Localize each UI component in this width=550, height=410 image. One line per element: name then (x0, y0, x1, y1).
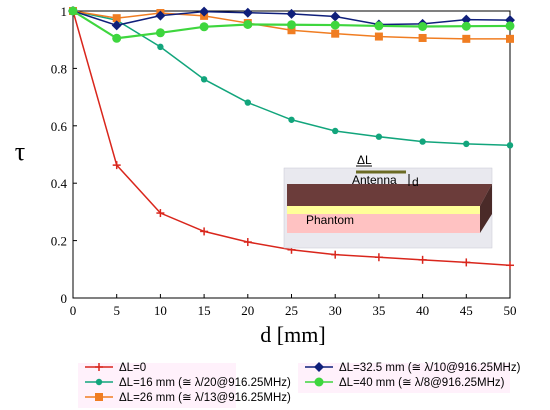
y-tick-label: 0.6 (51, 119, 68, 134)
series-4 (68, 6, 515, 43)
x-tick-label: 35 (372, 303, 385, 318)
x-tick-label: 10 (154, 303, 167, 318)
legend-item: ΔL=0 (85, 362, 146, 374)
data-point (374, 21, 384, 31)
data-point (112, 33, 122, 43)
phantom-fat-layer (287, 214, 480, 233)
data-point (462, 258, 471, 267)
antenna-label: Antenna (352, 173, 397, 187)
data-point (68, 6, 78, 16)
legend-label: ΔL=0 (119, 362, 146, 374)
phantom-muscle-layer (287, 206, 480, 214)
x-tick-label: 0 (70, 303, 77, 318)
legend: ΔL=0 ΔL=16 mm (≅ λ/20@916.25MHz) ΔL=26 mm … (85, 362, 521, 404)
legend-label: ΔL=40 mm (≅ λ/8@916.25MHz) (339, 377, 505, 389)
legend-frame (78, 363, 236, 408)
data-point (155, 10, 166, 21)
x-tick-label: 5 (113, 303, 120, 318)
data-point (419, 138, 426, 145)
legend-frames (78, 363, 510, 408)
data-point (463, 140, 470, 148)
data-point (505, 21, 515, 31)
y-tick-label: 1 (61, 4, 68, 19)
data-point (243, 238, 252, 247)
legend-swatch-marker (95, 378, 103, 386)
series-2 (69, 7, 514, 43)
inset-illustration: ΔL Antenna d Phantom (283, 153, 493, 249)
data-point (331, 250, 340, 259)
data-point (506, 142, 514, 149)
data-point (242, 7, 253, 18)
data-point (156, 209, 165, 218)
series-layer (68, 6, 515, 270)
data-point (112, 161, 121, 170)
x-tick-label: 25 (285, 303, 298, 318)
d-label: d (412, 175, 419, 189)
x-tick-label: 45 (460, 303, 473, 318)
data-point (462, 34, 471, 43)
data-point (199, 22, 209, 32)
data-point (375, 133, 383, 140)
data-point (461, 14, 472, 25)
legend-swatch-marker (314, 377, 324, 387)
data-point (244, 99, 251, 106)
y-tick-label: 0 (61, 291, 68, 306)
x-tick-label: 40 (416, 303, 429, 318)
legend-swatch-marker (95, 393, 103, 401)
delta-l-label: ΔL (357, 153, 372, 167)
data-point (243, 19, 253, 29)
data-point (200, 227, 209, 236)
data-point (330, 11, 341, 22)
data-point (418, 255, 427, 264)
y-tick-label: 0.2 (51, 234, 67, 249)
phantom-side-face (480, 184, 492, 233)
data-point (286, 8, 297, 19)
data-point (111, 20, 122, 31)
plot-frame (72, 10, 511, 299)
legend-item: ΔL=16 mm (≅ λ/20@916.25MHz) (85, 377, 291, 389)
legend-swatch-marker (314, 362, 324, 372)
legend-swatch-marker (95, 363, 103, 371)
x-tick-label: 50 (504, 303, 517, 318)
data-point (331, 29, 340, 38)
y-tick-label: 0.8 (51, 61, 67, 76)
data-point (506, 34, 514, 43)
legend-label: ΔL=16 mm (≅ λ/20@916.25MHz) (119, 377, 291, 389)
x-axis-label: d [mm] (260, 322, 325, 347)
legend-label: ΔL=32.5 mm (≅ λ/10@916.25MHz) (339, 362, 521, 374)
data-point (287, 26, 296, 35)
data-point (157, 43, 164, 51)
y-tick-label: 0.4 (51, 176, 68, 191)
x-tick-label: 30 (329, 303, 342, 318)
legend-frame (298, 363, 510, 393)
data-point (288, 116, 295, 123)
legend-item: ΔL=32.5 mm (≅ λ/10@916.25MHz) (305, 362, 521, 374)
data-point (112, 14, 121, 23)
data-point (155, 28, 165, 38)
data-point (287, 20, 296, 30)
data-point (332, 127, 339, 135)
data-point (200, 76, 208, 83)
x-tick-label: 15 (198, 303, 211, 318)
legend-item: ΔL=26 mm (≅ λ/13@916.25MHz) (85, 392, 291, 404)
data-point (374, 32, 383, 41)
data-point (506, 261, 514, 270)
data-point (374, 253, 383, 262)
legend-item: ΔL=40 mm (≅ λ/8@916.25MHz) (305, 377, 505, 389)
phantom-top-face (287, 184, 492, 206)
data-point (418, 33, 427, 42)
y-axis-label: τ (15, 137, 25, 166)
data-point (461, 21, 471, 31)
x-tick-label: 20 (241, 303, 254, 318)
data-point (199, 6, 210, 17)
axis-ticks: 0 5 10 15 20 25 30 35 40 45 50 0 0.2 0.4 0.6 0.8 1 (51, 4, 517, 318)
legend-label: ΔL=26 mm (≅ λ/13@916.25MHz) (119, 392, 291, 404)
data-point (330, 20, 340, 30)
phantom-label: Phantom (306, 213, 354, 227)
data-point (418, 21, 428, 31)
